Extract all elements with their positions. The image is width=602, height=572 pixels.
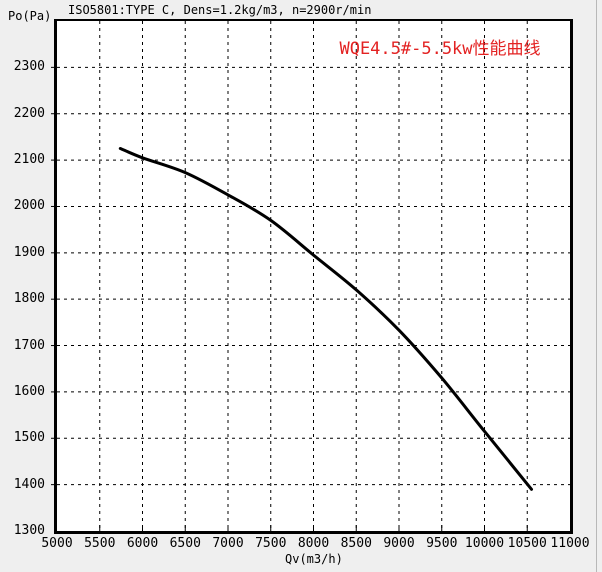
x-tick-label: 5500	[84, 536, 116, 551]
x-tick-label: 5000	[41, 536, 73, 551]
x-tick-label: 10500	[507, 536, 547, 551]
y-tick-label: 1600	[13, 383, 45, 399]
x-tick-label: 7500	[255, 536, 287, 551]
x-tick-label: 11000	[550, 536, 590, 551]
performance-curve	[118, 147, 533, 491]
y-tick-label: 1300	[13, 523, 45, 538]
y-tick-label: 2300	[13, 59, 45, 75]
x-tick-label: 8500	[340, 536, 372, 551]
x-tick-label: 9500	[426, 536, 458, 551]
window-edge-line	[596, 0, 597, 572]
x-axis-tick-labels: 5000 5500 6000 6500 7000 7500 8000 8500 9000 9500…	[41, 536, 589, 552]
y-tick-label: 1400	[13, 476, 45, 492]
x-tick-label: 7000	[212, 536, 244, 551]
x-tick-label: 8000	[297, 536, 330, 551]
x-tick-label: 10000	[464, 536, 505, 551]
y-tick-label: 1900	[13, 244, 45, 260]
chart-title: WQE4.5#-5.5kw性能曲线	[339, 39, 541, 59]
y-axis-title: Po(Pa)	[8, 9, 52, 23]
plot-area: WQE4.5#-5.5kw性能曲线	[51, 19, 573, 534]
x-tick-label: 6000	[126, 536, 159, 551]
x-tick-label: 9000	[383, 536, 415, 551]
y-tick-label: 1800	[13, 291, 45, 307]
y-tick-label: 1700	[13, 337, 45, 353]
y-axis-tick-labels: 1300 1400 1500 1600 1700 1800 1900 2000 2100 2200…	[0, 21, 51, 538]
x-axis-title: Qv(m3/h)	[285, 552, 343, 566]
y-tick-label: 2200	[13, 105, 45, 121]
y-tick-label: 2000	[13, 198, 45, 214]
y-tick-label: 2100	[13, 152, 45, 168]
test-conditions-label: ISO5801:TYPE C, Dens=1.2kg/m3, n=2900r/m…	[68, 3, 372, 17]
x-tick-label: 6500	[169, 536, 201, 551]
chart-canvas	[51, 21, 570, 531]
y-tick-label: 1500	[13, 430, 45, 446]
